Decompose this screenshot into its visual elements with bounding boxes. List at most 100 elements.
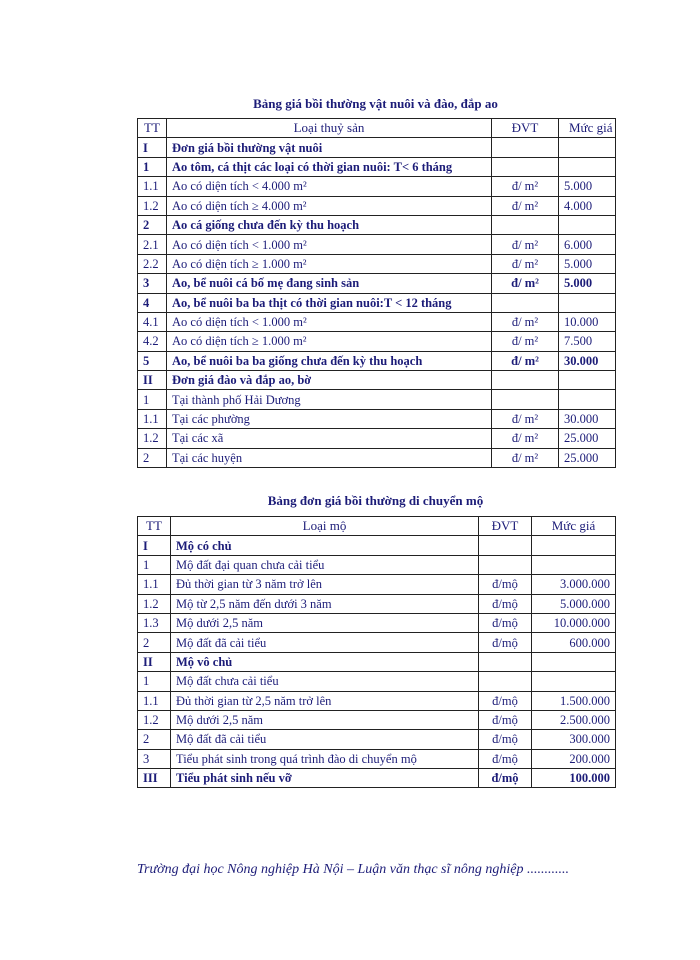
- cell-name: Ao có diện tích < 1.000 m²: [166, 234, 492, 255]
- cell-unit: [478, 651, 532, 673]
- cell-price: [558, 156, 616, 178]
- cell-name: Tại các phường: [166, 408, 492, 430]
- cell-tt: 1.1: [137, 176, 167, 197]
- cell-unit: đ/ m²: [491, 195, 559, 216]
- header-unit: ĐVT: [478, 515, 532, 537]
- table-row: 2 Tại các huyện đ/ m² 25.000: [137, 447, 616, 469]
- cell-name: Ao có diện tích < 1.000 m²: [166, 311, 492, 333]
- cell-price: [558, 389, 616, 410]
- cell-tt: I: [137, 535, 171, 556]
- cell-tt: 2: [137, 729, 171, 750]
- table-row: 1.1 Tại các phường đ/ m² 30.000: [137, 408, 616, 430]
- cell-price: 10.000.000: [531, 612, 616, 634]
- cell-price: [558, 137, 616, 158]
- cell-unit: đ/ m²: [491, 447, 559, 469]
- cell-unit: đ/ m²: [491, 311, 559, 333]
- cell-name: Mộ dưới 2,5 năm: [170, 709, 479, 731]
- cell-price: 300.000: [531, 729, 616, 750]
- table-row: 1 Mộ đất chưa cải tiểu: [137, 671, 616, 692]
- header-price: Mức giá: [531, 515, 616, 537]
- cell-tt: 2.2: [137, 253, 167, 275]
- cell-tt: 1.1: [137, 690, 171, 711]
- header-tt: TT: [137, 515, 171, 537]
- cell-tt: II: [137, 370, 167, 391]
- cell-tt: 1.3: [137, 612, 171, 634]
- table-row: II Mộ vô chủ: [137, 651, 616, 673]
- cell-price: 30.000: [558, 350, 616, 372]
- table2-title: Bảng đơn giá bồi thường di chuyển mộ: [267, 493, 484, 508]
- table-row: 4.2 Ao có diện tích ≥ 1.000 m² đ/ m² 7.500: [137, 331, 616, 352]
- cell-name: Tại thành phố Hải Dương: [166, 389, 492, 410]
- cell-unit: [491, 370, 559, 391]
- table-row: 1.2 Mộ dưới 2,5 năm đ/mộ 2.500.000: [137, 709, 616, 731]
- table-row: 1.2 Tại các xã đ/ m² 25.000: [137, 428, 616, 449]
- cell-price: 5.000: [558, 176, 616, 197]
- cell-name: Mộ đất đã cải tiểu: [170, 632, 479, 653]
- cell-name: Tiểu phát sinh trong quá trình đào di ch…: [170, 748, 479, 770]
- table-row: 1.2 Mộ từ 2,5 năm đến dưới 3 năm đ/mộ 5.000…: [137, 593, 616, 614]
- cell-price: 5.000: [558, 253, 616, 275]
- cell-unit: đ/mộ: [478, 593, 532, 614]
- cell-unit: đ/ m²: [491, 234, 559, 255]
- cell-unit: đ/mộ: [478, 768, 532, 789]
- table-row: 4.1 Ao có diện tích < 1.000 m² đ/ m² 10.000: [137, 311, 616, 333]
- cell-price: 5.000: [558, 273, 616, 294]
- table-row: 1.3 Mộ dưới 2,5 năm đ/mộ 10.000.000: [137, 612, 616, 634]
- cell-price: [531, 671, 616, 692]
- cell-name: Mộ đất đã cải tiểu: [170, 729, 479, 750]
- cell-price: [558, 370, 616, 391]
- grave-relocation-table: TT Loại mộ ĐVT Mức giá I Mộ có chủ 1 Mộ đất…: [137, 515, 616, 789]
- cell-tt: 3: [137, 273, 167, 294]
- livestock-compensation-table: TT Loại thuỷ sản ĐVT Mức giá I Đơn giá bồ…: [137, 117, 616, 469]
- cell-name: Tại các xã: [166, 428, 492, 449]
- cell-tt: 1.2: [137, 709, 171, 731]
- cell-tt: 2: [137, 447, 167, 469]
- cell-tt: 1.2: [137, 195, 167, 216]
- cell-price: 7.500: [558, 331, 616, 352]
- cell-name: Ao có diện tích ≥ 4.000 m²: [166, 195, 492, 216]
- cell-unit: đ/ m²: [491, 331, 559, 352]
- cell-name: Ao, bể nuôi ba ba thịt có thời gian nuôi…: [166, 292, 492, 313]
- table-header: TT Loại thuỷ sản ĐVT Mức giá: [137, 117, 616, 139]
- cell-unit: [491, 292, 559, 313]
- cell-price: [531, 554, 616, 576]
- cell-name: Mộ có chủ: [170, 535, 479, 556]
- table-row: 2 Mộ đất đã cải tiểu đ/mộ 300.000: [137, 729, 616, 750]
- table-row: 1.1 Đủ thời gian từ 2,5 năm trở lên đ/mộ 1.…: [137, 690, 616, 711]
- cell-tt: 1.1: [137, 574, 171, 595]
- cell-tt: 2: [137, 214, 167, 236]
- table-row: 1.2 Ao có diện tích ≥ 4.000 m² đ/ m² 4.000: [137, 195, 616, 216]
- cell-unit: đ/ m²: [491, 273, 559, 294]
- cell-name: Mộ từ 2,5 năm đến dưới 3 năm: [170, 593, 479, 614]
- cell-name: Ao, bể nuôi ba ba giống chưa đến kỳ thu …: [166, 350, 492, 372]
- cell-price: 30.000: [558, 408, 616, 430]
- table-row: 2 Mộ đất đã cải tiểu đ/mộ 600.000: [137, 632, 616, 653]
- cell-price: [531, 651, 616, 673]
- cell-price: [531, 535, 616, 556]
- cell-unit: đ/ m²: [491, 408, 559, 430]
- table-row: 1 Ao tôm, cá thịt các loại có thời gian n…: [137, 156, 616, 178]
- cell-unit: [478, 535, 532, 556]
- cell-price: 6.000: [558, 234, 616, 255]
- cell-name: Mộ dưới 2,5 năm: [170, 612, 479, 634]
- table1-title: Bảng giá bồi thường vật nuôi và đào, đắp…: [253, 96, 498, 111]
- header-name: Loại thuỷ sản: [166, 117, 492, 139]
- table-row: 3 Ao, bể nuôi cá bố mẹ đang sinh sản đ/ m²…: [137, 273, 616, 294]
- cell-name: Ao cá giống chưa đến kỳ thu hoạch: [166, 214, 492, 236]
- table-row: 2.2 Ao có diện tích ≥ 1.000 m² đ/ m² 5.000: [137, 253, 616, 275]
- cell-unit: [491, 156, 559, 178]
- cell-price: 5.000.000: [531, 593, 616, 614]
- cell-name: Tại các huyện: [166, 447, 492, 469]
- cell-unit: đ/mộ: [478, 574, 532, 595]
- cell-unit: đ/mộ: [478, 632, 532, 653]
- cell-unit: [491, 137, 559, 158]
- table-row: I Mộ có chủ: [137, 535, 616, 556]
- cell-unit: đ/mộ: [478, 612, 532, 634]
- cell-unit: đ/ m²: [491, 428, 559, 449]
- cell-name: Ao có diện tích ≥ 1.000 m²: [166, 331, 492, 352]
- cell-name: Ao có diện tích < 4.000 m²: [166, 176, 492, 197]
- cell-tt: 2: [137, 632, 171, 653]
- cell-price: 600.000: [531, 632, 616, 653]
- cell-tt: 5: [137, 350, 167, 372]
- cell-tt: 1: [137, 156, 167, 178]
